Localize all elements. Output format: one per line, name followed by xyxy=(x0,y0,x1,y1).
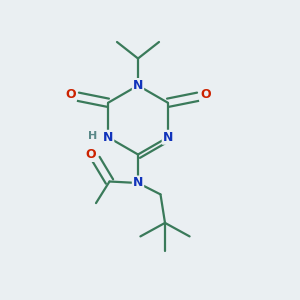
Text: N: N xyxy=(103,131,113,144)
Text: N: N xyxy=(133,79,143,92)
Text: O: O xyxy=(65,88,76,101)
Text: O: O xyxy=(200,88,211,101)
Text: N: N xyxy=(133,176,143,190)
Text: O: O xyxy=(85,148,96,161)
Text: N: N xyxy=(163,131,173,144)
Text: H: H xyxy=(88,131,97,141)
